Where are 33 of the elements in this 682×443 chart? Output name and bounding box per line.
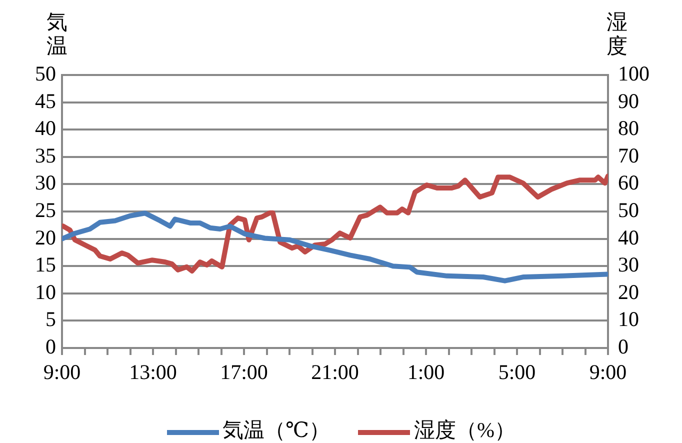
y-tick-label: 25	[35, 198, 56, 222]
y-tick-label: 10	[35, 280, 56, 304]
y2-tick-label: 40	[618, 225, 639, 250]
y2-tick-label: 30	[618, 252, 639, 277]
y-tick-label: 45	[35, 88, 56, 113]
x-tick-label: 17:00	[220, 360, 268, 384]
y2-axis-title: 湿度	[606, 10, 628, 58]
y-tick-label: 20	[35, 225, 56, 250]
x-tick-label: 9:00	[589, 360, 627, 384]
x-tick-label: 21:00	[311, 360, 359, 384]
y-tick-label: 0	[46, 334, 56, 359]
y2-tick-label: 10	[618, 307, 639, 332]
x-tick-label: 9:00	[43, 360, 81, 384]
y-tick-label: 40	[35, 116, 56, 140]
y2-tick-label: 90	[618, 88, 639, 113]
x-tick-label: 5:00	[498, 360, 536, 384]
x-tick-label: 1:00	[407, 360, 445, 384]
y-tick-label: 35	[35, 143, 56, 168]
y2-tick-label: 80	[618, 116, 639, 140]
y-tick-label: 15	[35, 252, 56, 277]
y-tick-label: 50	[35, 62, 56, 86]
y-tick-label: 5	[46, 307, 56, 332]
y2-tick-label: 70	[618, 143, 639, 168]
y-axis-title: 気温	[46, 10, 68, 58]
y2-tick-label: 60	[618, 170, 639, 195]
y2-tick-label: 0	[618, 334, 628, 359]
legend-label: 気温（℃）	[222, 418, 330, 442]
y2-tick-label: 50	[618, 198, 639, 222]
y-tick-label: 30	[35, 170, 56, 195]
x-tick-label: 13:00	[129, 360, 177, 384]
y2-tick-label: 100	[618, 62, 650, 86]
legend-label: 湿度（%）	[413, 418, 516, 442]
y2-tick-label: 20	[618, 280, 639, 304]
